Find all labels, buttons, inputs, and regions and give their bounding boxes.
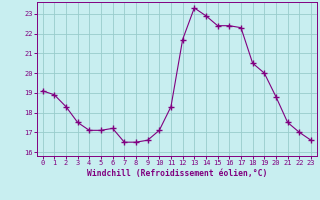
X-axis label: Windchill (Refroidissement éolien,°C): Windchill (Refroidissement éolien,°C)	[87, 169, 267, 178]
